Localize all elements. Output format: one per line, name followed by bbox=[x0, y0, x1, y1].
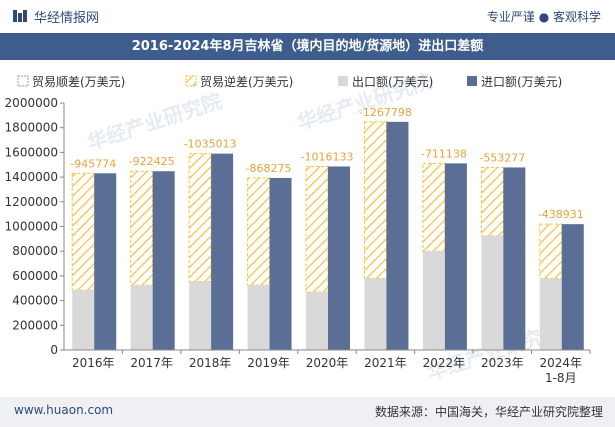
x-tick-label: 2024年 bbox=[540, 356, 583, 370]
huajing-logo-icon bbox=[13, 10, 27, 22]
deficit-label: -868275 bbox=[246, 162, 292, 175]
x-tick-label: 2018年 bbox=[189, 356, 232, 370]
bars: -945774 -922425 -1035013 -868275 -1016133 -12… bbox=[70, 106, 584, 350]
y-tick-label: 1800000 bbox=[5, 121, 58, 135]
deficit-bar bbox=[422, 162, 446, 252]
y-tick-label: 800000 bbox=[12, 244, 58, 258]
export-bar bbox=[306, 291, 328, 350]
import-bar bbox=[386, 121, 409, 350]
legend: 贸易顺差(万美元) 贸易逆差(万美元) 出口额(万美元) 进口额(万美元) bbox=[17, 74, 562, 89]
footer: www.huaon.com 数据来源：中国海关，华经产业研究院整理 bbox=[0, 397, 615, 427]
legend-swatch bbox=[467, 76, 477, 86]
deficit-bar bbox=[363, 121, 387, 279]
import-bar bbox=[152, 171, 175, 350]
legend-swatch bbox=[338, 76, 348, 86]
deficit-label: -438931 bbox=[538, 208, 584, 221]
y-tick-label: 1600000 bbox=[5, 145, 58, 159]
x-tick-label: 1-8月 bbox=[545, 371, 577, 385]
deficit-label: -1035013 bbox=[184, 138, 237, 151]
legend-label: 贸易逆差(万美元) bbox=[200, 74, 293, 89]
export-bar bbox=[364, 278, 387, 350]
title-bar: 2016-2024年8月吉林省（境内目的地/货源地）进出口差额 bbox=[0, 33, 615, 60]
data-source: 数据来源：中国海关，华经产业研究院整理 bbox=[374, 405, 603, 419]
deficit-label: -945774 bbox=[70, 157, 116, 170]
deficit-bar bbox=[305, 165, 329, 293]
y-tick-label: 2000000 bbox=[5, 96, 58, 110]
deficit-bar bbox=[71, 172, 95, 291]
import-bar bbox=[94, 173, 117, 350]
export-bar bbox=[422, 251, 445, 350]
export-bar bbox=[72, 290, 95, 350]
export-bar bbox=[247, 285, 270, 350]
y-axis: 0 200000 400000 600000 800000 1000000 1200000 1… bbox=[5, 96, 65, 357]
export-bar bbox=[189, 281, 212, 350]
header: 华经情报网 专业严谨 ● 客观科学 bbox=[0, 0, 615, 33]
x-tick-label: 2020年 bbox=[306, 356, 349, 370]
deficit-bar bbox=[480, 166, 504, 237]
deficit-label: -553277 bbox=[479, 151, 525, 164]
x-tick-label: 2022年 bbox=[423, 356, 466, 370]
legend-swatch bbox=[17, 75, 29, 87]
import-bar bbox=[503, 167, 526, 350]
import-bar bbox=[328, 166, 350, 350]
import-bar bbox=[211, 153, 234, 350]
x-tick-label: 2019年 bbox=[247, 356, 290, 370]
slogan: 专业严谨 ● 客观科学 bbox=[486, 10, 601, 24]
export-bar bbox=[481, 235, 504, 350]
deficit-bar bbox=[539, 223, 563, 279]
x-axis: 2016年 2017年 2018年 2019年 2020年 2021年 2022年 2023年… bbox=[64, 349, 591, 385]
y-tick-label: 1000000 bbox=[5, 220, 58, 234]
legend-swatch bbox=[185, 75, 197, 87]
footer-url: www.huaon.com bbox=[14, 403, 114, 417]
y-tick-label: 200000 bbox=[12, 318, 58, 332]
y-tick-label: 600000 bbox=[12, 269, 58, 283]
x-tick-label: 2021年 bbox=[364, 356, 407, 370]
export-bar bbox=[130, 285, 153, 350]
brand-name: 华经情报网 bbox=[34, 11, 100, 26]
import-bar bbox=[444, 163, 467, 350]
deficit-bar bbox=[130, 170, 154, 286]
import-bar bbox=[269, 177, 292, 350]
y-tick-label: 400000 bbox=[12, 294, 58, 308]
legend-label: 进口额(万美元) bbox=[481, 75, 562, 89]
deficit-label: -1016133 bbox=[301, 150, 354, 163]
deficit-label: -922425 bbox=[129, 155, 175, 168]
y-tick-label: 0 bbox=[50, 343, 58, 357]
x-tick-label: 2023年 bbox=[481, 356, 524, 370]
legend-label: 出口额(万美元) bbox=[352, 75, 433, 89]
import-bar bbox=[561, 224, 584, 350]
y-tick-label: 1200000 bbox=[5, 195, 58, 209]
deficit-label: -711138 bbox=[421, 147, 467, 160]
legend-label: 贸易顺差(万美元) bbox=[32, 75, 125, 89]
x-tick-label: 2017年 bbox=[130, 356, 173, 370]
export-bar bbox=[539, 278, 562, 350]
x-tick-label: 2016年 bbox=[72, 356, 115, 370]
deficit-bar bbox=[247, 177, 271, 286]
deficit-label: -1267798 bbox=[359, 106, 412, 119]
deficit-bar bbox=[188, 153, 212, 282]
y-tick-label: 1400000 bbox=[5, 170, 58, 184]
chart-title: 2016-2024年8月吉林省（境内目的地/货源地）进出口差额 bbox=[131, 39, 484, 54]
